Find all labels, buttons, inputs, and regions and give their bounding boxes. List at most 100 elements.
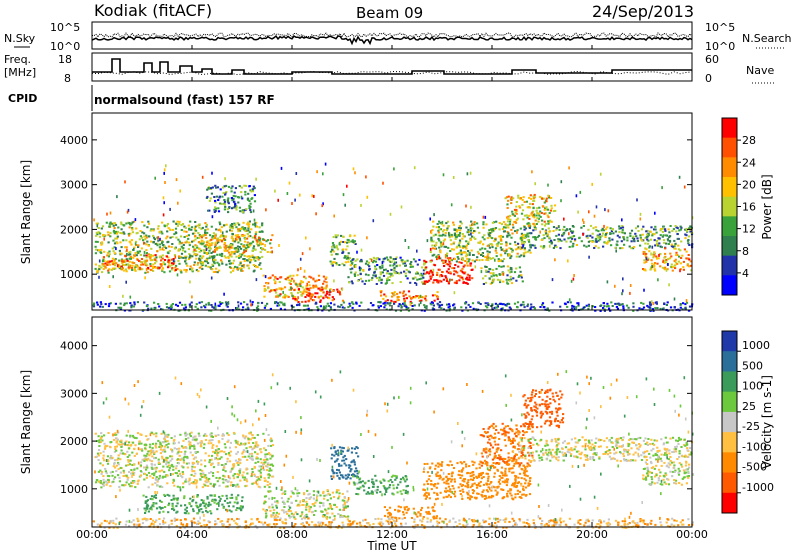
- velocity-cell: [97, 449, 101, 451]
- power-cell: [251, 236, 254, 239]
- power-cell: [149, 240, 153, 243]
- power-cell: [684, 237, 687, 240]
- velocity-cell: [237, 473, 241, 476]
- power-cell: [236, 268, 239, 271]
- power-cell: [520, 276, 523, 279]
- power-cell: [504, 226, 507, 229]
- power-cell: [399, 271, 403, 274]
- power-cell: [445, 276, 448, 279]
- power-cell: [414, 276, 417, 279]
- power-cell: [674, 242, 677, 245]
- velocity-cell: [253, 466, 256, 469]
- velocity-cell: [225, 494, 228, 497]
- power-cell: [518, 274, 521, 277]
- power-cell: [687, 254, 690, 256]
- velocity-cell: [100, 435, 103, 438]
- velocity-cell: [221, 437, 224, 440]
- velocity-cell: [154, 444, 157, 447]
- power-cell: [225, 303, 228, 306]
- velocity-cell: [128, 483, 131, 486]
- velocity-cell: [102, 475, 105, 478]
- power-cell: [254, 237, 257, 240]
- power-cell: [386, 270, 389, 273]
- power-cell: [611, 238, 614, 241]
- velocity-cell: [153, 453, 156, 455]
- power-cell: [679, 303, 682, 306]
- power-cell: [250, 242, 253, 245]
- velocity-cell: [270, 515, 273, 518]
- power-cell: [171, 267, 174, 269]
- power-cell: [241, 269, 244, 272]
- power-cell: [107, 255, 110, 258]
- power-cell: [458, 242, 461, 245]
- velocity-cell: [168, 466, 171, 469]
- power-cell: [442, 239, 445, 242]
- velocity-cell: [213, 494, 216, 497]
- power-cell: [214, 259, 217, 262]
- power-cell: [343, 264, 346, 267]
- power-cell: [218, 238, 222, 241]
- power-cell: [504, 303, 507, 306]
- power-cell: [489, 272, 492, 275]
- power-cell: [248, 200, 251, 202]
- power-cell: [669, 306, 673, 309]
- power-cell: [358, 304, 361, 307]
- power-cell: [319, 299, 322, 302]
- power-scatter: [661, 186, 663, 190]
- power-cell: [648, 245, 651, 248]
- power-scatter: [533, 213, 536, 217]
- velocity-cell: [283, 503, 286, 505]
- power-cell: [648, 246, 651, 249]
- power-cell: [264, 289, 267, 292]
- power-cell: [247, 192, 250, 195]
- power-cell: [137, 268, 140, 271]
- velocity-cell: [259, 471, 262, 474]
- velocity-cell: [266, 465, 269, 468]
- velocity-cell: [155, 476, 158, 478]
- power-scatter: [667, 263, 669, 266]
- velocity-cell: [210, 512, 213, 515]
- velocity-cell: [341, 446, 344, 449]
- power-cell: [676, 233, 679, 235]
- power-cell: [633, 246, 636, 248]
- power-cell: [487, 259, 490, 262]
- power-cell: [486, 306, 489, 309]
- power-cell: [193, 227, 196, 230]
- power-cell: [434, 244, 438, 247]
- velocity-cell: [154, 456, 157, 459]
- velocity-cell: [239, 505, 242, 508]
- power-cell: [174, 303, 178, 306]
- power-ylabel: Slant Range [km]: [19, 160, 33, 264]
- power-cell: [381, 271, 384, 274]
- power-cell: [307, 292, 310, 295]
- power-cell: [552, 210, 555, 213]
- velocity-cell: [96, 440, 99, 442]
- velocity-cell: [139, 474, 143, 477]
- power-cell: [207, 187, 211, 190]
- velocity-cell: [103, 434, 106, 437]
- velocity-cell: [173, 484, 176, 487]
- power-cell: [171, 303, 174, 305]
- power-cell: [451, 235, 454, 238]
- power-cell: [140, 263, 143, 266]
- power-cell: [205, 260, 209, 263]
- velocity-cell: [326, 512, 329, 515]
- power-cell: [324, 307, 327, 309]
- power-cell: [167, 227, 170, 230]
- power-cell: [669, 235, 672, 238]
- power-cell: [279, 307, 282, 310]
- power-cell: [351, 282, 354, 285]
- velocity-cell: [177, 451, 180, 454]
- power-cell: [189, 305, 192, 308]
- power-cell: [246, 244, 249, 247]
- velocity-cell: [185, 447, 188, 450]
- power-cell: [237, 241, 240, 244]
- velocity-cell: [155, 435, 158, 438]
- power-cell: [365, 260, 369, 263]
- power-cell: [543, 224, 547, 227]
- power-cell: [491, 244, 494, 247]
- power-cell: [640, 301, 643, 304]
- power-cell: [610, 301, 613, 304]
- power-cell: [184, 256, 187, 259]
- power-cell: [107, 305, 111, 308]
